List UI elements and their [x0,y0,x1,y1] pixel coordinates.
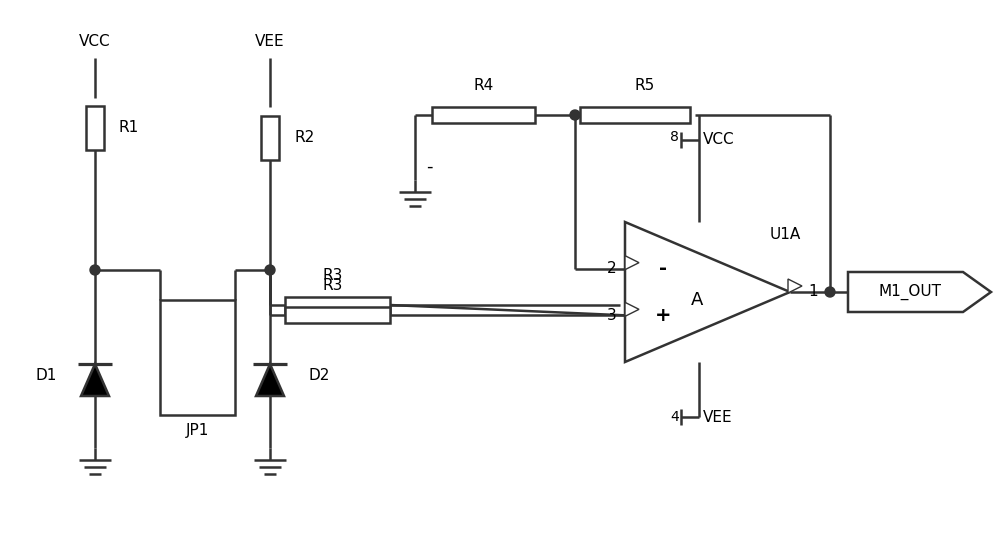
Bar [580,107,690,123]
Text: R3: R3 [322,278,343,293]
Text: A: A [691,291,704,309]
Text: R5: R5 [635,78,655,93]
Text: -: - [426,158,432,176]
Text: VEE: VEE [255,34,285,50]
Polygon shape [625,256,639,270]
Text: 2: 2 [607,261,617,276]
Text: VCC: VCC [703,133,735,147]
Bar [160,300,235,415]
Text: R2: R2 [294,130,314,145]
Bar [432,107,535,123]
Polygon shape [625,222,790,362]
Text: +: + [655,306,671,325]
Polygon shape [81,364,109,396]
Text: R3: R3 [322,268,343,283]
Circle shape [90,265,100,275]
Bar [285,297,390,313]
Text: VCC: VCC [79,34,111,50]
Text: U1A: U1A [770,227,801,242]
Polygon shape [256,364,284,396]
Circle shape [825,287,835,297]
Circle shape [570,110,580,120]
Text: R1: R1 [119,121,139,135]
Text: -: - [659,259,667,278]
Text: 1: 1 [808,284,818,300]
Polygon shape [625,302,639,316]
Circle shape [265,265,275,275]
Text: R4: R4 [473,78,494,93]
Bar [86,106,104,150]
Text: 8: 8 [670,130,679,144]
Bar [261,116,279,160]
Text: JP1: JP1 [186,424,209,438]
Text: 3: 3 [607,308,617,323]
Text: D1: D1 [36,367,57,383]
Text: VEE: VEE [703,410,733,424]
Text: M1_OUT: M1_OUT [879,284,942,300]
Polygon shape [848,272,991,312]
Text: 3  2  1: 3 2 1 [168,355,227,370]
Text: 4: 4 [670,410,679,424]
Bar [285,307,390,323]
Polygon shape [788,279,802,293]
Text: D2: D2 [308,367,329,383]
